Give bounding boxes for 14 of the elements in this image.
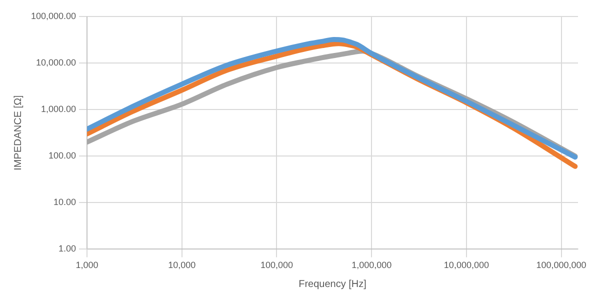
x-tick-label: 10,000,000 [444, 260, 489, 270]
y-tick-label: 100.00 [48, 150, 76, 161]
x-tick-label: 100,000 [260, 260, 294, 270]
x-axis-title: Frequency [Hz] [298, 278, 367, 290]
x-tick-label: 1,000 [76, 260, 98, 270]
y-tick-label: 100,000.00 [30, 10, 76, 21]
y-axis-title: IMPEDANCE [Ω] [12, 94, 24, 170]
y-tick-label: 10,000.00 [36, 57, 76, 68]
y-tick-label: 10.00 [54, 197, 76, 208]
y-tick-label: 1,000.00 [40, 104, 76, 114]
x-tick-label: 100,000,000 [536, 260, 586, 270]
y-tick-label: 1.00 [58, 244, 76, 254]
x-tick-label: 10,000 [168, 260, 196, 270]
x-tick-label: 1,000,000 [352, 260, 392, 270]
